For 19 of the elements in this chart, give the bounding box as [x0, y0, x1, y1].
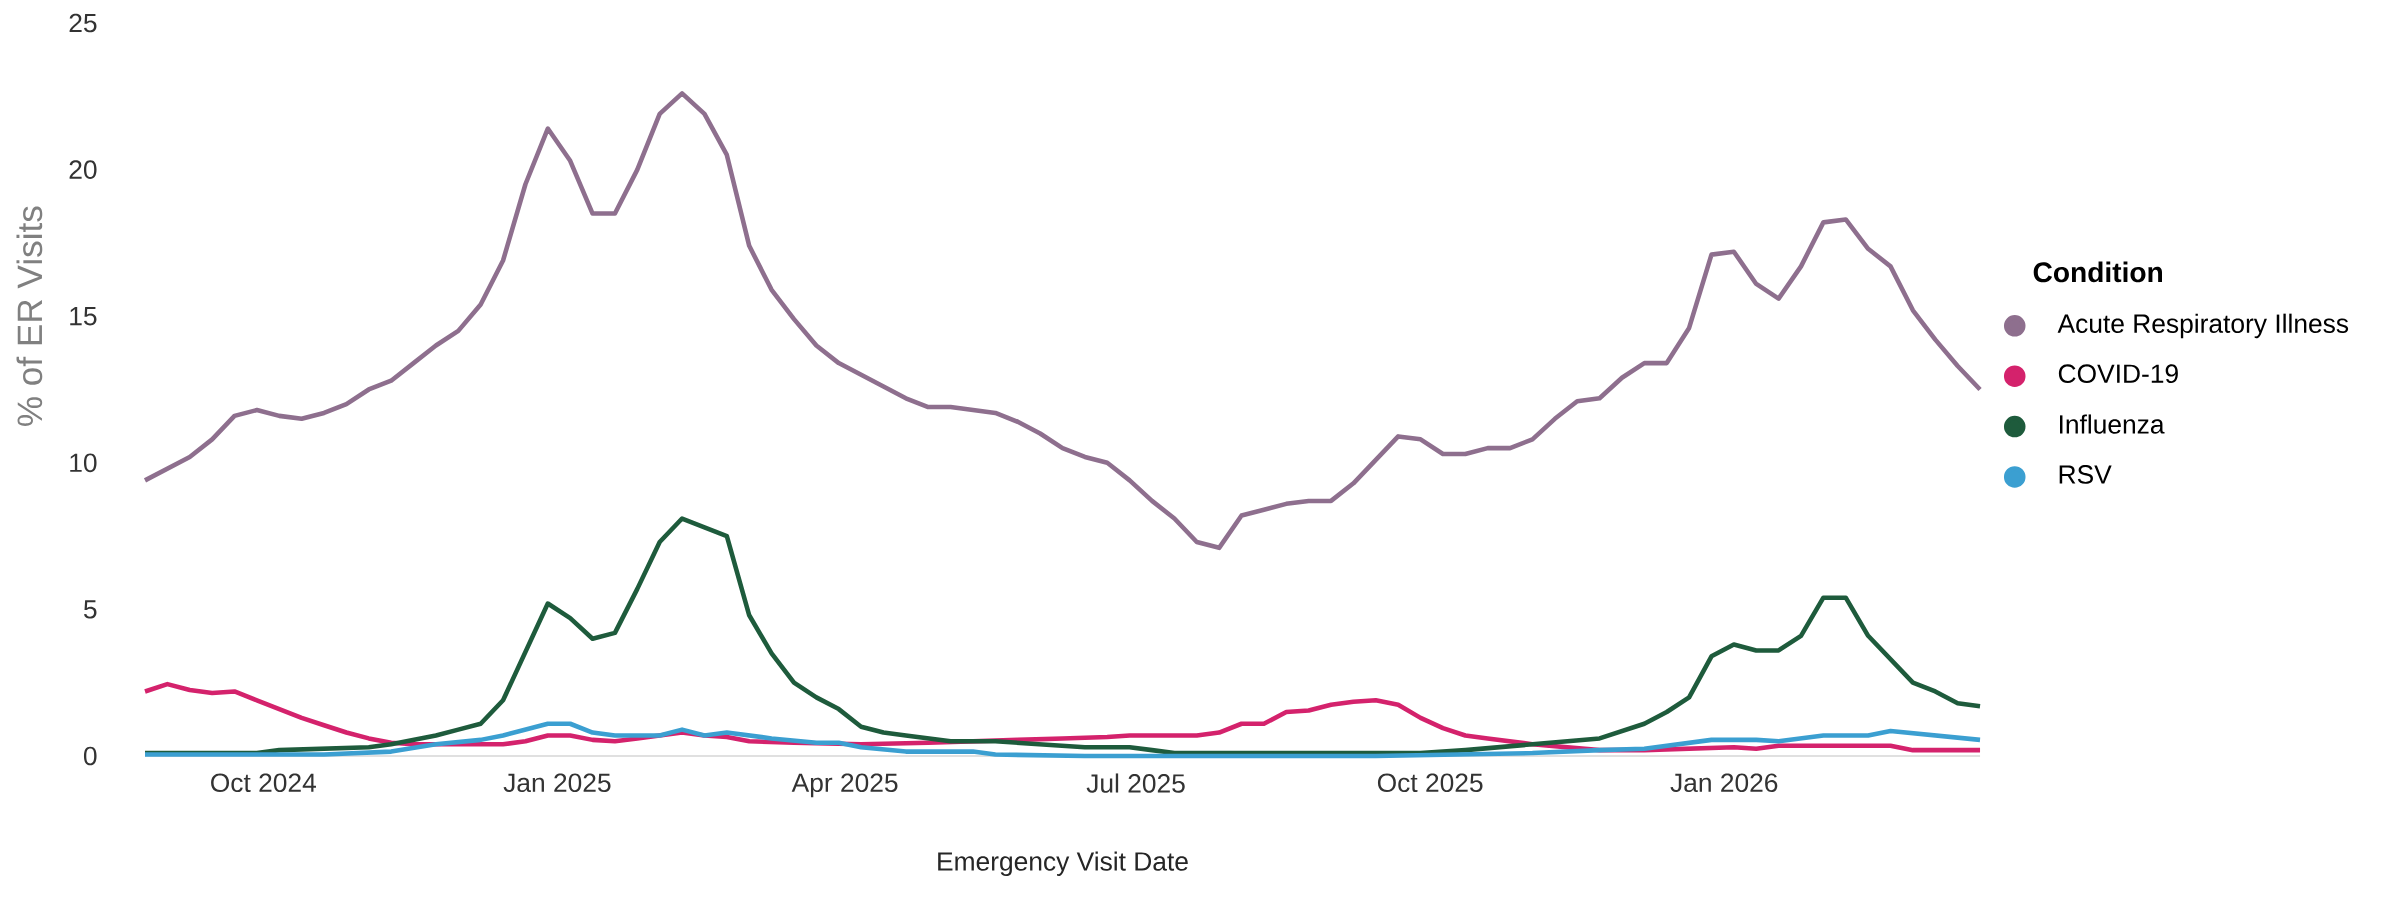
- legend-label: RSV: [2059, 465, 2112, 484]
- x-tick-label: Oct 2024: [211, 773, 316, 793]
- y-tick-label: 5: [83, 600, 97, 619]
- x-axis-title: Emergency Visit Date: [938, 851, 1188, 876]
- legend-label: Influenza: [2059, 414, 2165, 434]
- x-tick-label: Apr 2025: [791, 773, 898, 798]
- y-tick-label: 20: [69, 160, 97, 179]
- x-tick-label: Oct 2025: [1377, 773, 1483, 793]
- x-tick-label: Jan 2026: [1670, 773, 1778, 793]
- legend-title: Condition: [2033, 261, 2162, 283]
- y-tick-label: 10: [70, 453, 97, 473]
- x-tick-label: Jan 2025: [503, 773, 611, 793]
- x-tick-label: Jul 2025: [1086, 773, 1185, 793]
- legend-label: Acute Respiratory Illness: [2057, 313, 2349, 339]
- y-tick-label: 0: [83, 746, 97, 766]
- y-tick-label: 25: [69, 13, 97, 33]
- legend-label: COVID-19: [2058, 364, 2178, 384]
- y-tick-label: 15: [70, 307, 97, 326]
- y-axis-title: % of ER Visits: [16, 206, 43, 426]
